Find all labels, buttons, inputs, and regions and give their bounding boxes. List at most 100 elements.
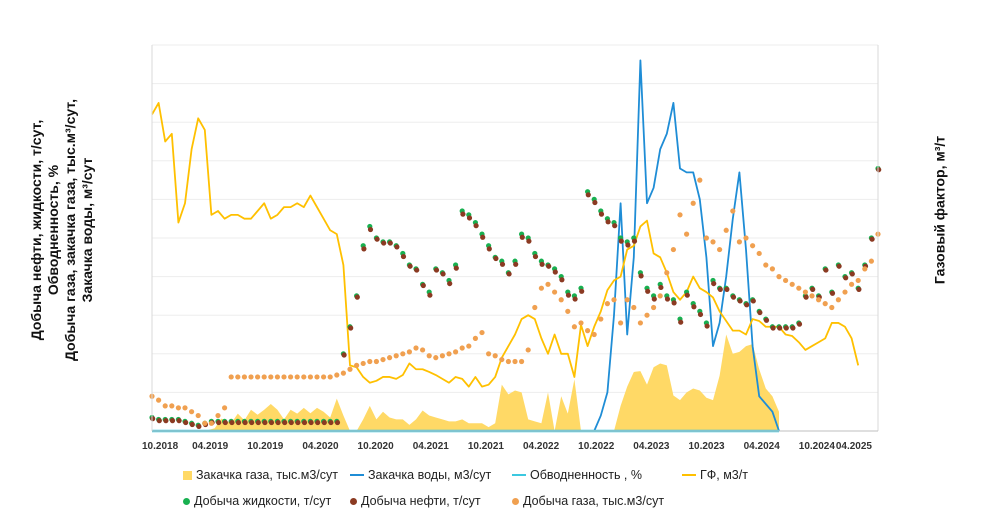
x-tick-label: 04.2019 — [192, 441, 229, 452]
gas-point — [162, 403, 168, 409]
oil-point — [222, 419, 228, 426]
gas-point — [651, 304, 657, 311]
oil-point — [341, 352, 347, 358]
gas-point — [789, 281, 795, 287]
gas-point — [723, 227, 729, 233]
oil-point — [367, 226, 374, 233]
oil-point — [539, 261, 545, 267]
gas-point — [697, 177, 703, 183]
gas-point — [505, 358, 511, 365]
oil-point — [295, 419, 301, 426]
oil-point — [328, 419, 334, 426]
oil-point — [196, 423, 202, 430]
oil-point — [414, 267, 420, 273]
oil-point — [321, 419, 327, 426]
oil-point — [737, 298, 743, 304]
gas-point — [611, 297, 617, 303]
oil-point — [823, 267, 829, 273]
oil-point — [460, 211, 466, 217]
gas-point — [169, 403, 175, 409]
oil-point — [796, 321, 803, 327]
gas-point — [756, 250, 762, 257]
oil-point — [625, 242, 631, 248]
gas-point — [261, 374, 267, 380]
legend-swatch — [682, 474, 696, 476]
oil-point — [678, 319, 684, 325]
oil-point — [790, 325, 796, 331]
x-tick-label: 04.2024 — [744, 441, 781, 452]
gas-point — [624, 297, 630, 303]
gas-point — [525, 347, 531, 353]
oil-point — [651, 296, 657, 302]
gas-point — [446, 351, 452, 357]
oil-point — [473, 223, 479, 229]
gas-point — [763, 262, 769, 268]
gas-point — [816, 297, 822, 303]
gas-point — [189, 409, 195, 415]
gas-point — [354, 362, 360, 368]
oil-point — [717, 286, 723, 292]
oil-point — [156, 418, 162, 424]
gas-point — [281, 374, 287, 380]
gas-point — [730, 208, 736, 214]
legend-label: Закачка газа, тыс.м3/сут — [196, 468, 339, 482]
gas-injection-area — [152, 334, 779, 431]
oil-point — [387, 240, 393, 246]
oil-point — [559, 277, 565, 283]
oil-point — [420, 282, 426, 289]
oil-point — [354, 294, 360, 300]
legend-item-oil: Добыча нефти, т/сут — [350, 494, 481, 508]
gas-point — [235, 374, 241, 380]
gas-injection-area — [152, 334, 779, 431]
gas-point — [670, 246, 677, 253]
oil-point — [750, 298, 756, 304]
oil-point — [532, 253, 539, 260]
gas-point — [565, 308, 571, 314]
oil-point — [229, 419, 235, 426]
oil-point — [612, 223, 618, 229]
oil-point — [579, 288, 585, 294]
x-tick-label: 10.2024 — [799, 441, 836, 452]
oil-point — [348, 325, 354, 331]
legend-item-water-injection: Закачка воды, м3/сут — [350, 468, 491, 482]
gas-point — [301, 374, 307, 380]
oil-point — [598, 211, 605, 217]
gas-point — [228, 374, 234, 380]
oil-point — [189, 421, 195, 428]
oil-point — [255, 419, 261, 426]
oil-point — [288, 419, 294, 426]
gas-point — [466, 343, 472, 349]
legend-label: Добыча нефти, т/сут — [361, 494, 481, 508]
oil-point — [447, 280, 453, 287]
oil-point — [658, 284, 664, 291]
gas-point — [393, 353, 399, 359]
gas-point — [248, 374, 254, 380]
oil-point — [381, 240, 387, 246]
gas-point — [314, 374, 320, 380]
water-injection-line — [152, 59, 780, 432]
gas-point — [215, 412, 221, 419]
gas-point — [208, 420, 214, 426]
legend-label: Добыча газа, тыс.м3/сут — [523, 494, 665, 508]
gas-point — [703, 235, 710, 241]
x-tick-label: 10.2018 — [142, 441, 179, 452]
oil-point — [664, 296, 671, 302]
gas-point — [717, 246, 723, 253]
oil-point — [235, 419, 242, 426]
x-tick-label: 04.2022 — [523, 441, 560, 452]
legend-item-gas-injection: Закачка газа, тыс.м3/сут — [183, 468, 338, 482]
oil-point — [730, 294, 737, 300]
oil-point — [724, 286, 730, 292]
oil-point — [585, 192, 591, 198]
gas-point — [783, 277, 789, 284]
oil-point — [374, 236, 380, 242]
x-tick-label: 10.2021 — [468, 441, 505, 452]
gridlines — [152, 44, 878, 393]
oil-point — [552, 269, 558, 275]
gas-point — [862, 266, 868, 272]
legend-item-gas: Добыча газа, тыс.м3/сут — [512, 494, 664, 508]
gas-point — [769, 266, 776, 272]
gas-point — [380, 356, 386, 363]
